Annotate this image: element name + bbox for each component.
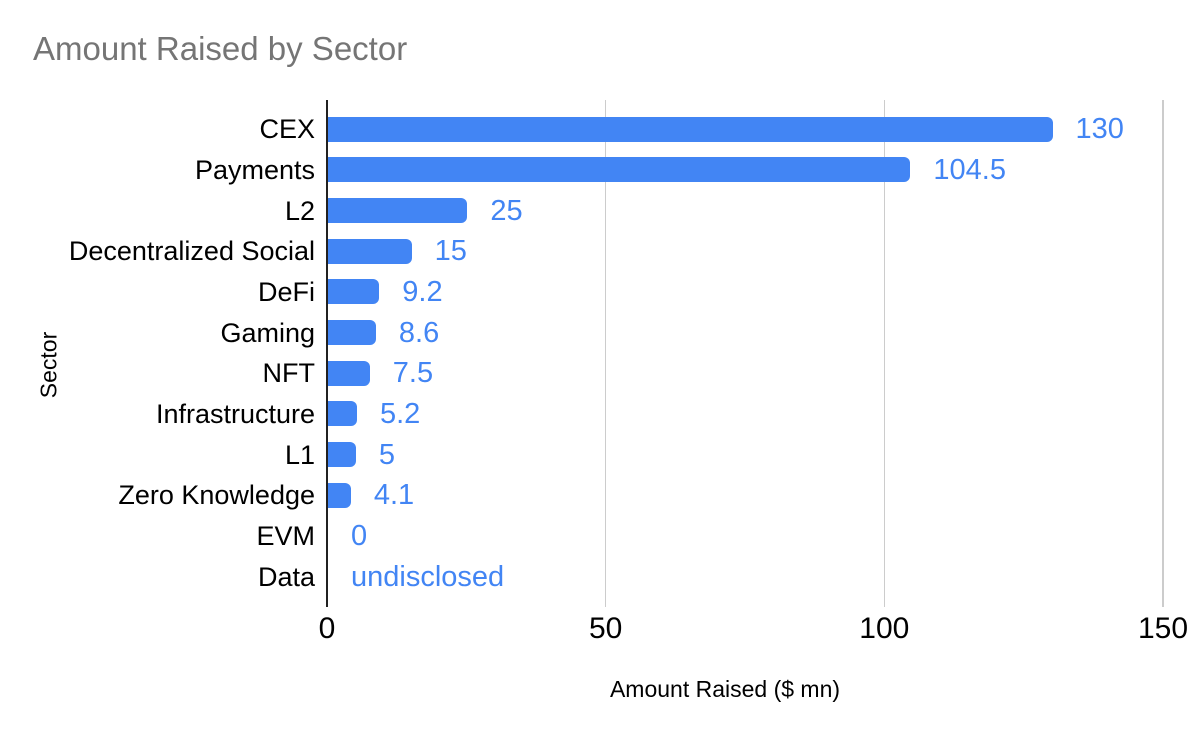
x-tick-label-0: 0 (318, 612, 336, 645)
bar-decentralized-social (328, 238, 412, 264)
category-label-payments: Payments (194, 154, 315, 185)
gridline-150 (1162, 100, 1164, 607)
chart-title: Amount Raised by Sector (33, 30, 408, 67)
x-axis-zero-baseline (326, 100, 328, 607)
value-label-decentralized-social: 15 (434, 235, 467, 268)
gridline-50 (604, 100, 607, 607)
value-label-gaming: 8.6 (398, 316, 440, 349)
category-label-zero-knowledge: Zero Knowledge (118, 480, 315, 511)
value-label-evm: 0 (351, 519, 368, 552)
value-label-data: undisclosed (351, 560, 505, 593)
value-label-cex: 130 (1075, 113, 1124, 146)
x-tick-label-100: 100 (859, 612, 910, 645)
bar-l2 (328, 198, 468, 224)
category-label-gaming: Gaming (220, 317, 315, 348)
x-axis-title: Amount Raised ($ mn) (609, 676, 841, 702)
value-label-l1: 5 (378, 438, 395, 471)
gridline-100 (883, 100, 886, 607)
value-label-defi: 9.2 (402, 275, 443, 308)
bar-gaming (328, 320, 376, 346)
category-label-l2: L2 (284, 195, 315, 226)
value-label-nft: 7.5 (392, 357, 434, 390)
bar-zero-knowledge (328, 482, 351, 508)
category-label-decentralized-social: Decentralized Social (68, 236, 315, 267)
bar-cex (328, 116, 1053, 142)
category-label-infrastructure: Infrastructure (155, 398, 315, 429)
plot-area: Amount Raised ($ mn) 0 50 100 150 CEX 130 Paym… (69, 100, 1188, 702)
bar-infrastructure (328, 401, 357, 427)
category-label-data: Data (257, 561, 315, 592)
category-label-cex: CEX (259, 114, 315, 145)
x-tick-label-50: 50 (588, 612, 623, 645)
value-label-infrastructure: 5.2 (379, 397, 421, 430)
x-tick-label-150: 150 (1137, 612, 1189, 645)
bar-defi (328, 279, 380, 305)
value-label-zero-knowledge: 4.1 (373, 479, 415, 512)
category-label-defi: DeFi (257, 276, 315, 307)
bar-payments (328, 157, 911, 183)
value-label-l2: 25 (490, 194, 523, 227)
category-label-evm: EVM (256, 520, 315, 551)
category-label-l1: L1 (284, 439, 315, 470)
category-label-nft: NFT (262, 358, 315, 389)
value-label-payments: 104.5 (933, 153, 1006, 186)
bar-l1 (328, 442, 356, 468)
bar-nft (328, 360, 370, 386)
